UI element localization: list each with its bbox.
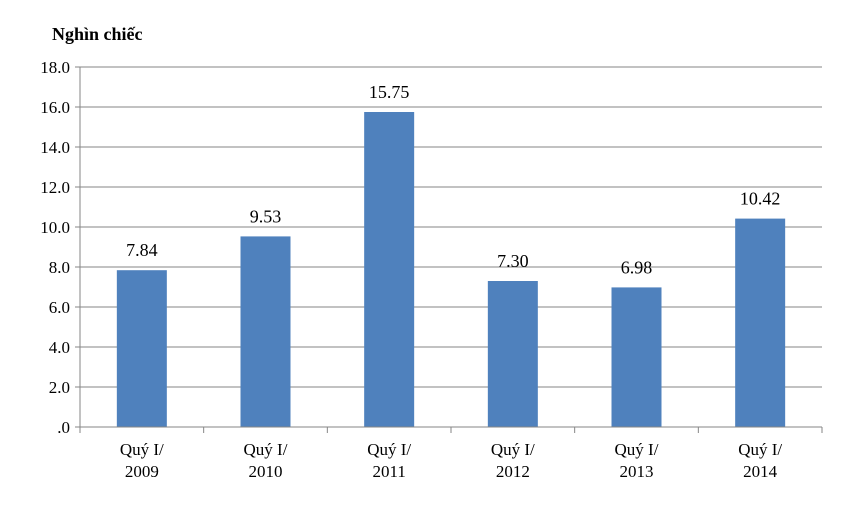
y-tick-label: 14.0 xyxy=(40,138,70,157)
x-tick-label: Quý I/ xyxy=(738,440,782,459)
data-label: 7.30 xyxy=(497,251,529,271)
bar xyxy=(364,112,415,427)
axes xyxy=(79,67,822,428)
data-label: 15.75 xyxy=(369,82,410,102)
y-axis-title: Nghìn chiếc xyxy=(52,24,143,44)
bar xyxy=(240,236,291,427)
x-tick-label: 2013 xyxy=(620,462,654,481)
bar xyxy=(611,287,662,427)
x-tick-label: 2011 xyxy=(372,462,405,481)
bar xyxy=(487,281,538,427)
bars xyxy=(116,112,786,427)
x-tick-label: Quý I/ xyxy=(244,440,288,459)
bar xyxy=(116,270,167,427)
data-label: 10.42 xyxy=(740,189,781,209)
x-tick-label: Quý I/ xyxy=(615,440,659,459)
y-tick-label: 10.0 xyxy=(40,218,70,237)
y-tick-label: 8.0 xyxy=(49,258,70,277)
x-axis-ticks: Quý I/2009 Quý I/2010 Quý I/2011 Quý I/2012… xyxy=(79,427,823,481)
y-tick-label: .0 xyxy=(57,418,70,437)
x-tick-label: 2009 xyxy=(125,462,159,481)
x-tick-label: Quý I/ xyxy=(491,440,535,459)
data-label: 7.84 xyxy=(126,240,158,260)
y-axis-ticks: .0 2.0 4.0 6.0 8.0 10.0 12.0 14.0 16.0 18.0 xyxy=(40,58,80,437)
bar xyxy=(735,218,786,427)
x-tick-label: 2012 xyxy=(496,462,530,481)
y-tick-label: 4.0 xyxy=(49,338,70,357)
gridlines xyxy=(80,66,822,388)
data-label: 6.98 xyxy=(621,257,653,277)
y-tick-label: 2.0 xyxy=(49,378,70,397)
data-label: 9.53 xyxy=(250,206,282,226)
x-tick-label: Quý I/ xyxy=(367,440,411,459)
data-labels: 7.84 9.53 15.75 7.30 6.98 10.42 xyxy=(126,82,780,277)
x-tick-label: 2010 xyxy=(249,462,283,481)
y-tick-label: 12.0 xyxy=(40,178,70,197)
y-tick-label: 6.0 xyxy=(49,298,70,317)
x-tick-label: Quý I/ xyxy=(120,440,164,459)
y-tick-label: 16.0 xyxy=(40,98,70,117)
y-tick-label: 18.0 xyxy=(40,58,70,77)
x-tick-label: 2014 xyxy=(743,462,778,481)
